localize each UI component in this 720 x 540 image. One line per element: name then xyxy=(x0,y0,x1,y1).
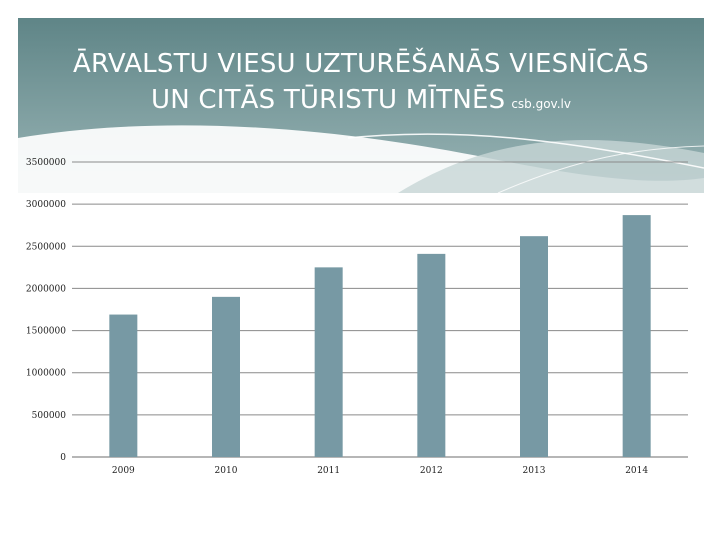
y-tick-label: 0 xyxy=(60,453,66,463)
bar-2011 xyxy=(314,267,343,457)
y-tick-label: 3500000 xyxy=(26,158,66,168)
bar-2009 xyxy=(109,314,138,457)
y-axis-ticks: 0 500000 1000000 1500000 2000000 2500000 30000… xyxy=(26,158,66,463)
x-axis-ticks: 2009 2010 2011 2012 2013 2014 xyxy=(112,466,649,476)
bars xyxy=(109,215,651,457)
slide-title: ĀRVALSTU VIESU UZTURĒŠANĀS VIESNĪCĀS UN … xyxy=(18,46,704,122)
gridlines xyxy=(72,161,688,458)
x-tick-label: 2013 xyxy=(523,466,546,476)
title-line-2: UN CITĀS TŪRISTU MĪTNĒS csb.gov.lv xyxy=(18,82,704,122)
title-banner: ĀRVALSTU VIESU UZTURĒŠANĀS VIESNĪCĀS UN … xyxy=(18,18,704,193)
wave-line xyxy=(347,133,704,169)
x-tick-label: 2010 xyxy=(215,466,238,476)
bar-2014 xyxy=(622,215,651,457)
wave-line xyxy=(497,145,704,193)
y-tick-label: 3000000 xyxy=(26,200,66,210)
banner-background xyxy=(18,18,704,193)
source-label: csb.gov.lv xyxy=(511,97,571,111)
title-line-1: ĀRVALSTU VIESU UZTURĒŠANĀS VIESNĪCĀS xyxy=(73,49,649,79)
y-tick-label: 500000 xyxy=(32,411,67,421)
x-tick-label: 2012 xyxy=(420,466,443,476)
bar-2012 xyxy=(417,253,446,457)
bar-2010 xyxy=(212,296,240,457)
bar-2013 xyxy=(520,236,548,457)
title-line-2-text: UN CITĀS TŪRISTU MĪTNĒS xyxy=(151,85,506,115)
y-tick-label: 2500000 xyxy=(26,242,66,252)
y-tick-label: 1000000 xyxy=(26,369,66,379)
x-tick-label: 2014 xyxy=(625,466,648,476)
y-tick-label: 2000000 xyxy=(26,284,66,294)
x-tick-label: 2009 xyxy=(112,466,135,476)
y-tick-label: 1500000 xyxy=(26,327,66,337)
x-tick-label: 2011 xyxy=(317,466,340,476)
